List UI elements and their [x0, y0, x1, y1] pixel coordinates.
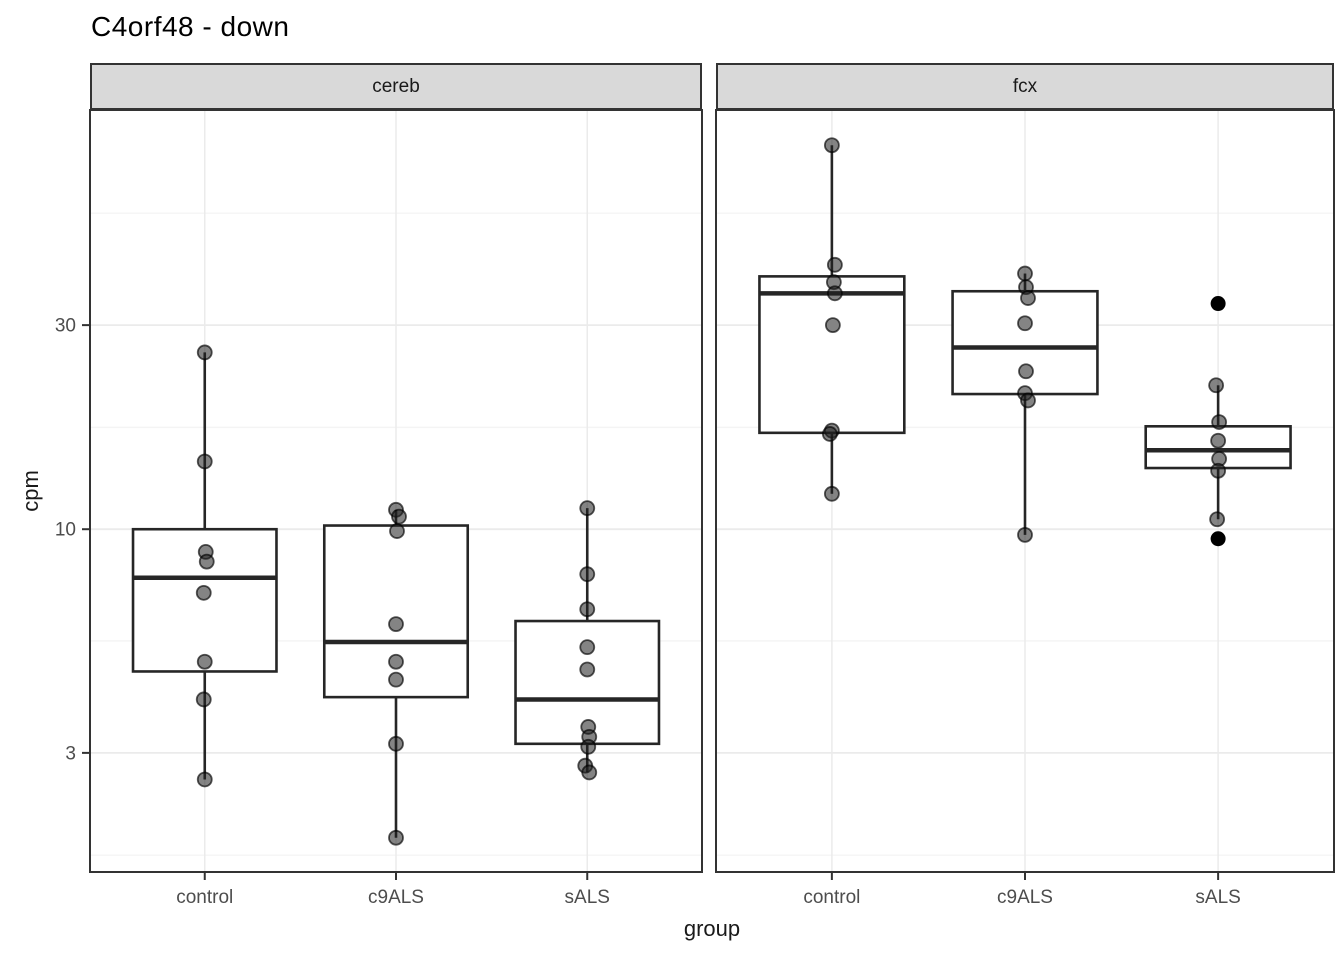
- facet-strip-label-cereb: cereb: [372, 75, 420, 97]
- jitter-point: [389, 523, 405, 539]
- jitter-point: [1208, 377, 1225, 394]
- x-tick-label: control: [176, 887, 233, 908]
- jitter-point: [1018, 363, 1034, 380]
- jitter-point: [196, 344, 213, 361]
- boxplot-box: [758, 275, 906, 435]
- jitter-point: [1209, 511, 1226, 528]
- jitter-point: [1210, 432, 1227, 449]
- y-axis-title: cpm: [18, 470, 43, 512]
- jitter-point: [1017, 315, 1033, 332]
- facet-strip-fcx: fcx: [716, 63, 1334, 110]
- jitter-point: [1017, 526, 1033, 543]
- facet-strip-label-fcx: fcx: [1012, 75, 1038, 97]
- panel-border: [715, 109, 1335, 873]
- jitter-point: [581, 764, 598, 781]
- jitter-point: [388, 653, 404, 670]
- jitter-point: [579, 661, 596, 678]
- x-tick-label: c9ALS: [368, 887, 424, 908]
- jitter-point: [196, 771, 213, 788]
- jitter-point: [1017, 265, 1033, 282]
- jitter-point: [1211, 414, 1228, 430]
- jitter-point: [1020, 392, 1036, 409]
- x-tick-label: sALS: [1195, 887, 1240, 908]
- jitter-point: [823, 137, 840, 154]
- outlier-point: [1210, 296, 1226, 312]
- jitter-point: [1020, 290, 1036, 306]
- jitter-point: [823, 485, 840, 502]
- jitter-point: [579, 601, 596, 618]
- jitter-point: [195, 584, 212, 601]
- jitter-point: [388, 735, 404, 752]
- x-tick-label: sALS: [565, 887, 610, 908]
- jitter-point: [826, 256, 843, 273]
- x-tick-label: c9ALS: [997, 887, 1053, 908]
- jitter-point: [196, 653, 213, 670]
- jitter-point: [826, 285, 843, 302]
- jitter-point: [579, 639, 596, 656]
- x-tick-label: control: [803, 887, 860, 908]
- panel-border: [89, 109, 703, 873]
- jitter-point: [579, 566, 596, 583]
- boxplot-box: [322, 524, 470, 699]
- y-tick-label: 10: [55, 520, 76, 541]
- jitter-point: [391, 508, 407, 525]
- jitter-point: [195, 691, 212, 708]
- plot-title: C4orf48 - down: [91, 11, 290, 42]
- jitter-point: [388, 829, 404, 846]
- jitter-point: [579, 500, 596, 517]
- jitter-point: [824, 317, 841, 334]
- y-tick-label: 30: [55, 316, 76, 337]
- jitter-point: [580, 738, 597, 755]
- jitter-point: [821, 426, 838, 442]
- jitter-point: [198, 553, 215, 570]
- facet-strip-cereb: cereb: [90, 63, 702, 110]
- jitter-point: [196, 453, 213, 470]
- y-tick-label: 3: [65, 743, 76, 764]
- x-axis-title: group: [683, 916, 741, 941]
- jitter-point: [388, 671, 404, 688]
- outlier-point: [1210, 531, 1226, 547]
- jitter-point: [1210, 462, 1227, 479]
- jitter-point: [388, 616, 404, 633]
